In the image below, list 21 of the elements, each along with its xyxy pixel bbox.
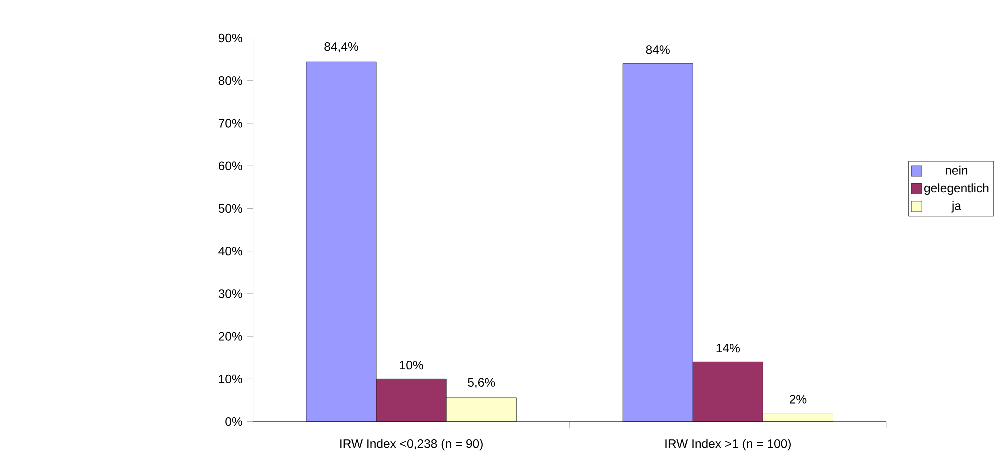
- y-tick-label: 10%: [219, 374, 242, 384]
- y-tick-label: 80%: [218, 76, 242, 86]
- data-label: 2%: [790, 395, 807, 404]
- data-label: 84%: [646, 46, 670, 54]
- x-tick-label: IRW Index <0,238 (n = 90): [340, 439, 483, 451]
- y-tick-label: 0%: [226, 418, 242, 426]
- y-tick-label: 50%: [218, 204, 242, 214]
- legend-label: gelegentlich: [924, 184, 989, 196]
- y-tick-label: 90%: [218, 34, 242, 43]
- data-label: 84,4%: [324, 42, 358, 53]
- data-label: 10%: [400, 361, 424, 370]
- y-tick-label: 20%: [218, 332, 242, 342]
- x-tick-label: IRW Index >1 (n = 100): [666, 439, 791, 451]
- y-tick-label: 40%: [218, 247, 242, 256]
- legend-label: nein: [946, 166, 968, 176]
- y-tick-label: 30%: [218, 290, 242, 298]
- data-label: 14%: [716, 344, 740, 353]
- y-tick-label: 60%: [218, 162, 242, 171]
- text: ja: [952, 201, 962, 213]
- y-tick-label: 70%: [218, 119, 242, 128]
- data-label: 5,6%: [468, 378, 496, 389]
